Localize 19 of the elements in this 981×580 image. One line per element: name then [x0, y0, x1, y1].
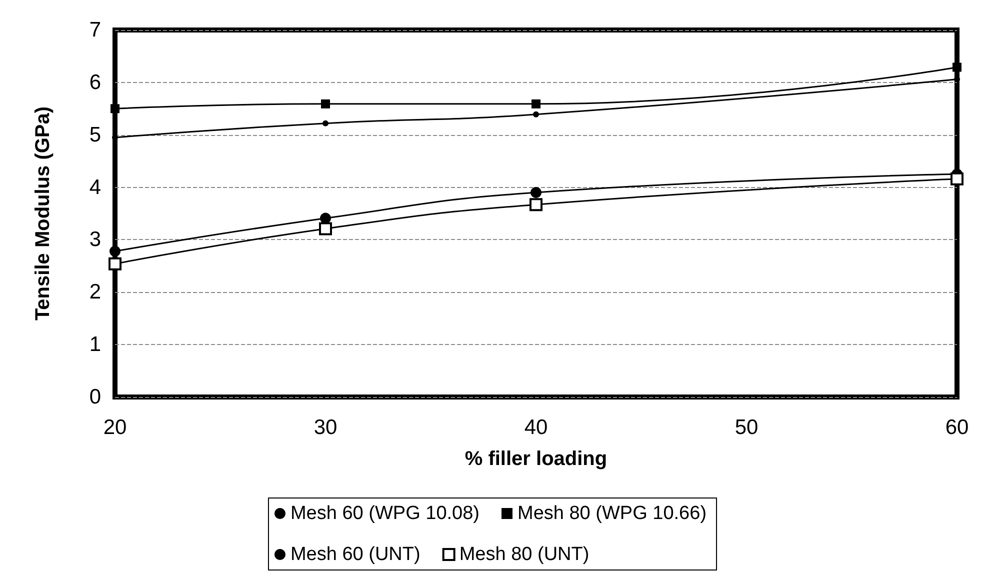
y-tick-label: 4: [89, 176, 102, 199]
x-tick-label: 20: [103, 416, 127, 439]
x-tick-label: 60: [945, 416, 969, 439]
legend-label: Mesh 60 (UNT): [290, 544, 420, 565]
legend-label: Mesh 80 (UNT): [459, 544, 590, 565]
x-tick-label: 50: [734, 416, 758, 439]
y-tick-label: 3: [89, 228, 101, 252]
y-tick-label: 0: [89, 386, 101, 408]
x-tick-label: 30: [314, 416, 338, 439]
y-axis-title: Tensile Modulus (GPa): [32, 106, 54, 321]
y-tick-label: 5: [89, 123, 101, 146]
y-tick-label: 2: [89, 280, 101, 304]
y-tick-label: 7: [89, 18, 101, 42]
x-tick-label: 40: [524, 416, 548, 439]
legend-label: Mesh 60 (WPG 10.08): [290, 503, 480, 524]
x-axis-title: % filler loading: [464, 448, 608, 470]
legend-label: Mesh 80 (WPG 10.66): [518, 503, 707, 524]
y-tick-label: 6: [89, 70, 101, 94]
y-tick-label: 1: [89, 333, 101, 356]
